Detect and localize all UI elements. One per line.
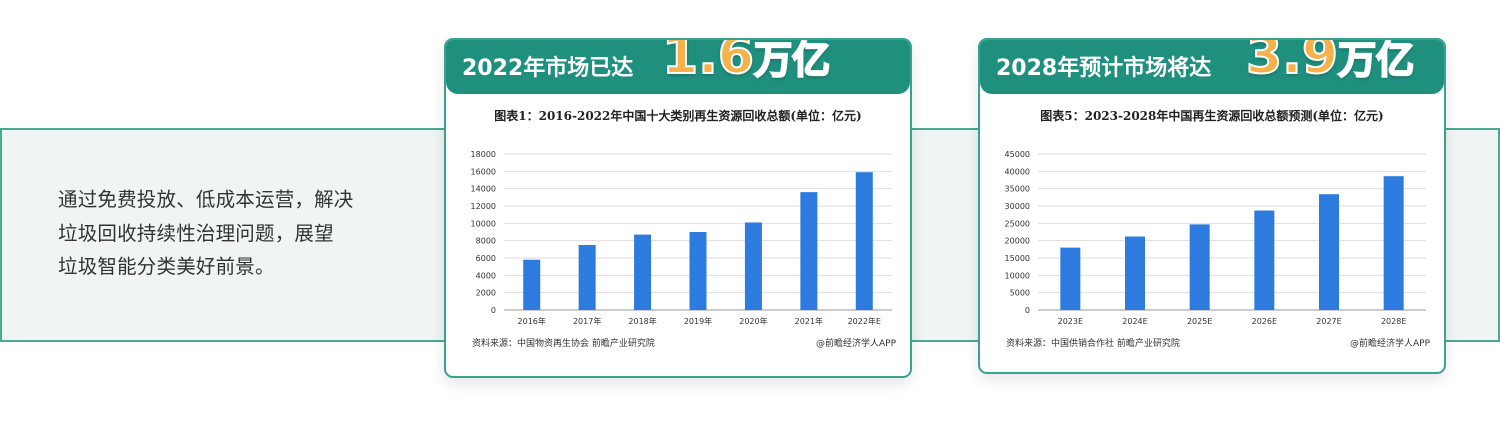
y-tick-label: 25000	[1005, 219, 1030, 228]
bar	[1125, 236, 1145, 310]
y-tick-label: 15000	[1005, 254, 1030, 263]
x-tick-label: 2025E	[1187, 317, 1212, 326]
y-tick-label: 10000	[1005, 271, 1030, 280]
y-tick-label: 14000	[471, 185, 496, 194]
y-tick-label: 40000	[1005, 167, 1030, 176]
x-tick-label: 2017年	[573, 316, 601, 326]
x-tick-label: 2018年	[628, 316, 656, 326]
bar	[523, 259, 541, 310]
bar	[855, 172, 873, 310]
intro-line-1: 通过免费投放、低成本运营，解决	[58, 188, 354, 211]
x-tick-label: 2026E	[1252, 317, 1277, 326]
highlight-number: 3.9	[1245, 38, 1339, 87]
bar	[1189, 224, 1210, 310]
chart-container: 图表5：2023-2028年中国再生资源回收总额预测(单位：亿元) 0 5000 10…	[986, 102, 1438, 372]
bar-chart-2016-2022: 图表1：2016-2022年中国十大类别再生资源回收总额(单位：亿元) 0 2000…	[471, 108, 897, 349]
x-tick-label: 2024E	[1122, 317, 1147, 326]
y-tick-label: 5000	[1010, 289, 1030, 298]
bar	[800, 192, 818, 310]
y-tick-label: 45000	[1005, 150, 1030, 159]
intro-line-2: 垃圾回收持续性治理问题，展望	[58, 221, 334, 245]
bar-chart-2023-2028: 图表5：2023-2028年中国再生资源回收总额预测(单位：亿元) 0 5000 10…	[1005, 108, 1431, 349]
highlight-number: 1.6	[661, 38, 755, 87]
bar	[634, 234, 652, 310]
x-tick-label: 2027E	[1316, 317, 1341, 326]
chart-title: 图表1：2016-2022年中国十大类别再生资源回收总额(单位：亿元)	[494, 108, 862, 123]
bar	[1319, 194, 1339, 310]
bar	[578, 245, 596, 310]
y-tick-label: 35000	[1005, 185, 1030, 194]
market-2028-panel: 2028年预计市场将达 3.9万亿 图表5：2023-2028年中国再生资源回收…	[978, 38, 1446, 374]
y-tick-label: 20000	[1005, 237, 1030, 246]
y-tick-label: 2000	[476, 289, 496, 298]
source-note: 资料来源：中国供销合作社 前瞻产业研究院	[1006, 337, 1180, 349]
highlight-unit: 万亿	[1337, 38, 1415, 83]
y-tick-label: 16000	[471, 167, 496, 176]
y-tick-label: 8000	[476, 237, 496, 246]
panel-header: 2028年预计市场将达 3.9万亿	[980, 40, 1444, 94]
bar	[1254, 210, 1275, 310]
panel-highlight-value: 1.6万亿	[661, 38, 831, 87]
bar	[1060, 247, 1081, 310]
highlight-unit: 万亿	[753, 38, 831, 83]
intro-text: 通过免费投放、低成本运营，解决 垃圾回收持续性治理问题，展望 垃圾智能分类美好前…	[58, 183, 398, 284]
y-tick-label: 18000	[471, 150, 496, 159]
credit-note: @前瞻经济学人APP	[1350, 337, 1431, 349]
x-tick-label: 2021年	[795, 316, 823, 326]
y-tick-label: 0	[491, 306, 496, 315]
x-tick-label: 2019年	[684, 316, 712, 326]
y-tick-label: 10000	[471, 219, 496, 228]
panel-header: 2022年市场已达 1.6万亿	[446, 40, 910, 94]
panel-highlight-value: 3.9万亿	[1245, 38, 1415, 87]
x-tick-label: 2016年	[518, 316, 546, 326]
y-tick-label: 12000	[471, 202, 496, 211]
x-tick-label: 2020年	[739, 316, 767, 326]
panel-heading: 2022年市场已达	[462, 56, 634, 81]
bar	[744, 222, 762, 310]
x-tick-label: 2022年E	[848, 316, 881, 326]
bar	[689, 232, 707, 310]
y-tick-label: 6000	[476, 254, 496, 263]
bar	[1383, 176, 1404, 310]
credit-note: @前瞻经济学人APP	[816, 337, 897, 349]
market-2022-panel: 2022年市场已达 1.6万亿 图表1：2016-2022年中国十大类别再生资源…	[444, 38, 912, 378]
y-tick-label: 0	[1025, 306, 1030, 315]
y-tick-label: 4000	[476, 271, 496, 280]
y-tick-label: 30000	[1005, 202, 1030, 211]
intro-line-3: 垃圾智能分类美好前景。	[58, 255, 275, 278]
panel-heading: 2028年预计市场将达	[996, 56, 1212, 81]
chart-title: 图表5：2023-2028年中国再生资源回收总额预测(单位：亿元)	[1040, 108, 1383, 123]
x-tick-label: 2028E	[1381, 317, 1406, 326]
chart-container: 图表1：2016-2022年中国十大类别再生资源回收总额(单位：亿元) 0 2000…	[452, 102, 904, 372]
source-note: 资料来源：中国物资再生协会 前瞻产业研究院	[472, 337, 655, 349]
x-tick-label: 2023E	[1058, 317, 1083, 326]
